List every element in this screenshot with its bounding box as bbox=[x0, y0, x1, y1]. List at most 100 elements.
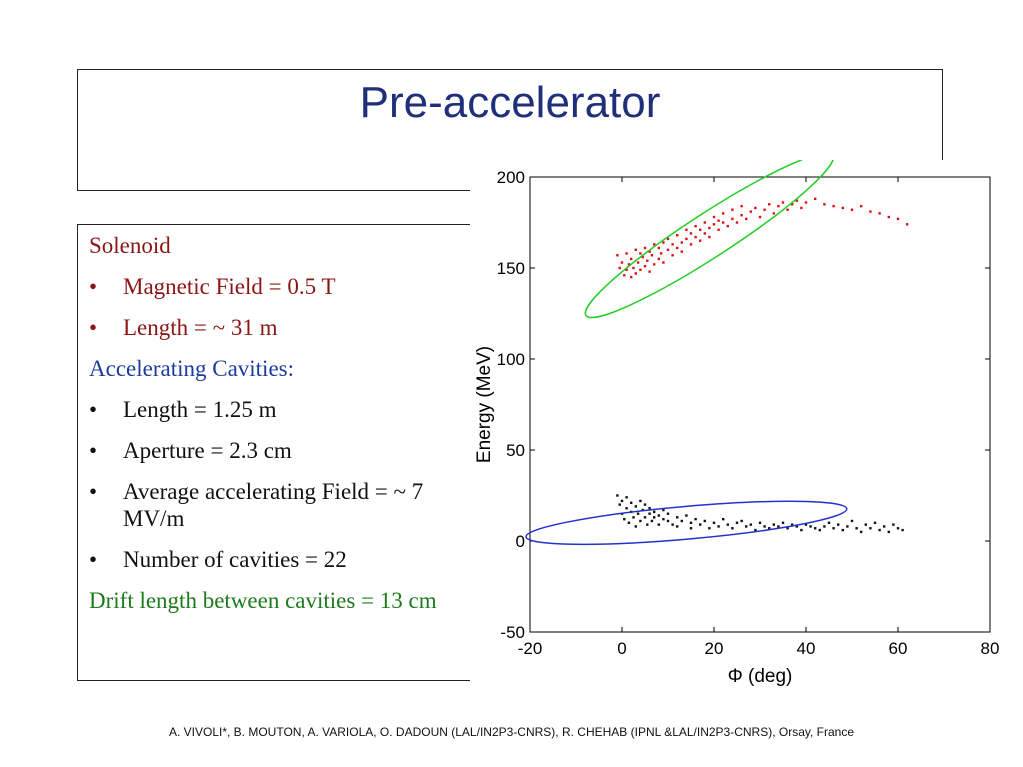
data-point-0 bbox=[689, 243, 693, 246]
data-point-0 bbox=[763, 208, 766, 211]
data-point-1 bbox=[869, 527, 872, 530]
data-point-1 bbox=[643, 503, 647, 506]
y-axis-label: Energy (MeV) bbox=[474, 346, 495, 463]
data-point-1 bbox=[795, 525, 798, 528]
data-point-1 bbox=[883, 525, 886, 528]
data-point-1 bbox=[699, 523, 702, 526]
bullet-text: Length = 1.25 m bbox=[123, 397, 277, 422]
data-point-0 bbox=[636, 261, 640, 264]
data-point-0 bbox=[800, 206, 803, 210]
x-tick-label: -20 bbox=[518, 639, 543, 658]
data-point-0 bbox=[832, 204, 835, 208]
data-point-1 bbox=[878, 528, 881, 532]
data-point-1 bbox=[758, 521, 762, 524]
data-point-1 bbox=[634, 505, 637, 508]
data-point-0 bbox=[694, 224, 697, 228]
y-tick-label: 50 bbox=[506, 441, 525, 460]
data-point-1 bbox=[648, 507, 651, 510]
bullet-item: • Number of cavities = 22 bbox=[89, 546, 489, 573]
data-point-1 bbox=[646, 523, 649, 526]
data-point-1 bbox=[708, 527, 711, 530]
data-point-0 bbox=[740, 204, 743, 208]
data-point-0 bbox=[616, 254, 619, 257]
data-point-0 bbox=[823, 203, 826, 206]
x-tick-label: 80 bbox=[981, 639, 1000, 658]
data-point-0 bbox=[768, 203, 771, 206]
data-point-0 bbox=[650, 254, 654, 257]
data-point-0 bbox=[703, 221, 706, 224]
data-point-0 bbox=[653, 243, 656, 246]
data-point-1 bbox=[639, 499, 642, 503]
data-point-1 bbox=[896, 527, 900, 530]
data-point-1 bbox=[653, 510, 656, 514]
y-tick-label: 150 bbox=[497, 259, 525, 278]
data-point-0 bbox=[623, 274, 626, 277]
bullet-item: • Length = ~ 31 m bbox=[89, 314, 489, 341]
plot-frame bbox=[529, 176, 991, 633]
data-point-0 bbox=[662, 241, 665, 244]
data-point-0 bbox=[648, 250, 651, 253]
data-point-0 bbox=[777, 204, 780, 208]
data-point-0 bbox=[722, 212, 725, 215]
data-point-0 bbox=[814, 197, 817, 201]
data-point-0 bbox=[850, 208, 854, 211]
data-point-1 bbox=[703, 519, 706, 523]
data-point-0 bbox=[659, 252, 663, 255]
data-point-0 bbox=[699, 239, 702, 242]
bullet-item: • Average accelerating Field = ~ 7 MV/m bbox=[89, 478, 489, 532]
data-point-0 bbox=[749, 210, 752, 213]
data-point-0 bbox=[699, 228, 702, 231]
data-point-1 bbox=[841, 528, 844, 532]
data-point-0 bbox=[627, 263, 631, 266]
bullet-dot: • bbox=[89, 274, 98, 299]
x-tick-label: 20 bbox=[705, 639, 724, 658]
data-point-0 bbox=[671, 243, 674, 246]
bullet-dot: • bbox=[89, 315, 98, 340]
data-point-1 bbox=[809, 525, 812, 528]
data-point-0 bbox=[666, 248, 670, 251]
data-point-1 bbox=[827, 521, 831, 524]
data-point-0 bbox=[662, 261, 665, 264]
data-point-1 bbox=[662, 508, 665, 512]
bullet-item: • Magnetic Field = 0.5 T bbox=[89, 273, 489, 300]
data-point-0 bbox=[643, 264, 647, 268]
data-point-1 bbox=[855, 527, 858, 530]
data-point-1 bbox=[791, 523, 794, 526]
data-point-0 bbox=[680, 241, 683, 244]
data-point-0 bbox=[634, 272, 637, 275]
data-point-0 bbox=[657, 257, 660, 261]
data-point-0 bbox=[625, 268, 628, 272]
data-point-1 bbox=[625, 496, 628, 499]
data-point-0 bbox=[676, 234, 679, 237]
data-point-1 bbox=[625, 507, 628, 510]
data-point-0 bbox=[666, 237, 670, 241]
solenoid-heading: Solenoid bbox=[89, 233, 171, 258]
data-point-1 bbox=[837, 523, 840, 526]
data-point-0 bbox=[648, 270, 651, 273]
data-point-0 bbox=[722, 221, 725, 224]
data-point-1 bbox=[627, 521, 631, 524]
data-point-1 bbox=[694, 517, 697, 521]
data-point-0 bbox=[653, 263, 656, 266]
plot-area: -20 0 20 40 60 80 -50 0 50 100 150 200 Φ (deg) Energy… bbox=[470, 152, 1010, 690]
data-point-1 bbox=[777, 525, 780, 528]
data-point-0 bbox=[841, 206, 844, 210]
data-point-1 bbox=[772, 523, 775, 526]
data-point-1 bbox=[901, 528, 904, 532]
data-point-0 bbox=[860, 204, 863, 208]
x-tick-label: 40 bbox=[797, 639, 816, 658]
data-point-1 bbox=[666, 512, 670, 515]
data-point-0 bbox=[639, 268, 642, 272]
data-point-1 bbox=[745, 525, 748, 528]
data-point-0 bbox=[772, 212, 775, 215]
data-point-0 bbox=[632, 266, 635, 270]
data-point-1 bbox=[804, 523, 808, 526]
data-point-1 bbox=[689, 521, 693, 524]
data-point-0 bbox=[639, 252, 642, 255]
data-point-1 bbox=[616, 494, 619, 497]
bullet-dot: • bbox=[89, 479, 98, 504]
data-point-0 bbox=[791, 203, 794, 206]
bullet-text: Average accelerating Field = ~ 7 MV/m bbox=[123, 479, 424, 531]
data-point-1 bbox=[650, 519, 654, 523]
data-point-1 bbox=[632, 516, 635, 519]
